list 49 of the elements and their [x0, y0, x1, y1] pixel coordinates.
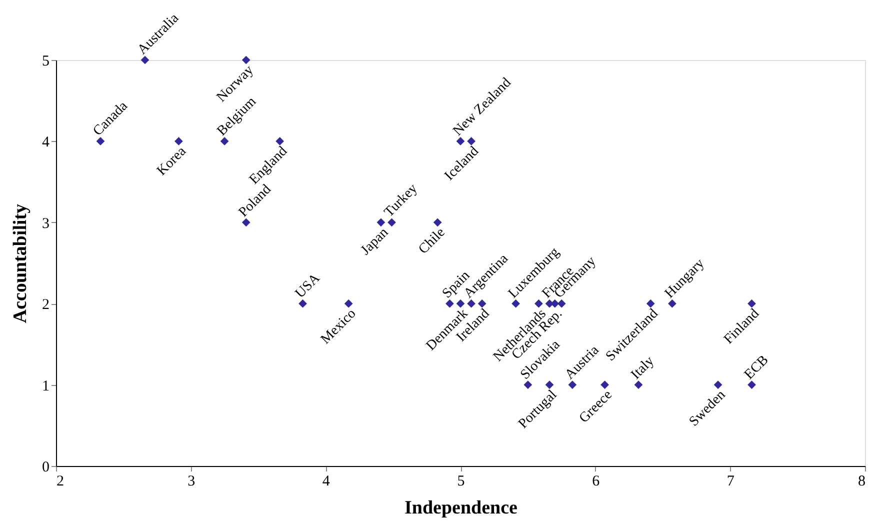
point — [467, 299, 476, 308]
point — [376, 218, 386, 227]
point — [748, 299, 756, 308]
point — [634, 380, 643, 389]
y-tick-label: 4 — [42, 134, 50, 151]
y-tick-label: 0 — [42, 460, 50, 476]
x-tick-label: 7 — [726, 474, 735, 490]
annotation: ECB — [742, 352, 772, 383]
y-tick-label: 2 — [42, 297, 50, 314]
point — [298, 299, 307, 308]
point — [534, 299, 543, 308]
point — [748, 380, 756, 389]
point — [467, 137, 476, 146]
point — [568, 380, 577, 389]
point — [512, 299, 520, 308]
point — [456, 299, 465, 308]
point — [433, 218, 442, 227]
point — [276, 137, 284, 146]
point — [668, 299, 676, 308]
y-tick-label: 5 — [42, 54, 50, 70]
x-tick-label: 5 — [457, 474, 465, 490]
point — [714, 380, 722, 389]
point — [646, 299, 655, 308]
y-tick-label: 1 — [42, 378, 50, 394]
point — [456, 137, 465, 146]
y-tick-label: 3 — [42, 216, 50, 232]
point — [242, 56, 250, 64]
annotation: USA — [292, 270, 324, 302]
point — [524, 380, 532, 389]
point — [242, 218, 250, 227]
point — [478, 299, 486, 308]
point — [446, 299, 454, 308]
point — [557, 299, 566, 308]
point — [344, 299, 353, 308]
point — [174, 137, 183, 146]
x-tick-label: 8 — [858, 474, 866, 490]
point — [96, 137, 105, 146]
y-axis-title: Accountability — [10, 203, 31, 324]
point — [545, 380, 554, 389]
point — [220, 137, 229, 146]
x-tick-label: 3 — [188, 474, 196, 490]
x-axis-title: Independence — [404, 498, 518, 518]
x-tick-label: 2 — [56, 474, 64, 490]
annotation: Chile — [416, 225, 448, 258]
x-tick-label: 6 — [592, 474, 600, 490]
point — [140, 56, 150, 64]
x-tick-label: 4 — [322, 474, 330, 490]
point — [600, 380, 609, 389]
point — [388, 218, 396, 227]
